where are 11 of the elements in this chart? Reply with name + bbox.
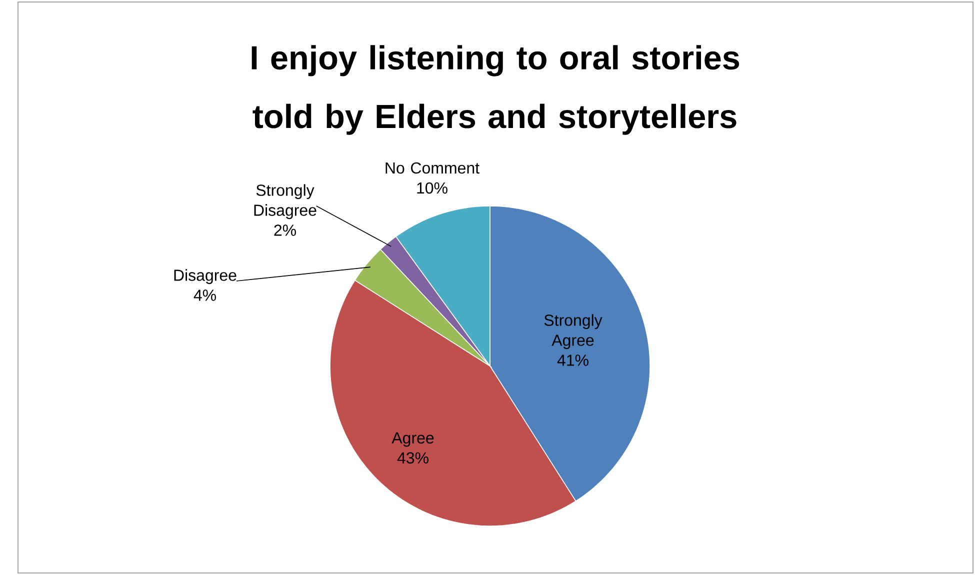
slice-label: Strongly Disagree [254, 184, 316, 220]
slice-label: Disagree [174, 269, 236, 284]
slice-label: Agree [392, 432, 434, 447]
slice-label: Strongly Agree [544, 314, 602, 350]
data-label: 2% [274, 224, 296, 236]
data-label: 4% [194, 290, 216, 301]
slice-label: No Comment [386, 162, 480, 174]
data-label: 10% [417, 182, 448, 194]
data-label: 41% [557, 354, 588, 366]
chart-title: I enjoy listening to oral stories told by Elders and storytellers [252, 45, 740, 135]
data-label: 43% [397, 452, 428, 464]
